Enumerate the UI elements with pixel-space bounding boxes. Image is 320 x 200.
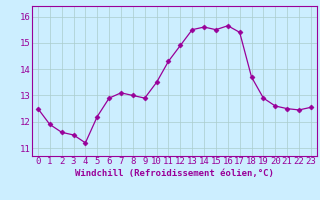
X-axis label: Windchill (Refroidissement éolien,°C): Windchill (Refroidissement éolien,°C) (75, 169, 274, 178)
